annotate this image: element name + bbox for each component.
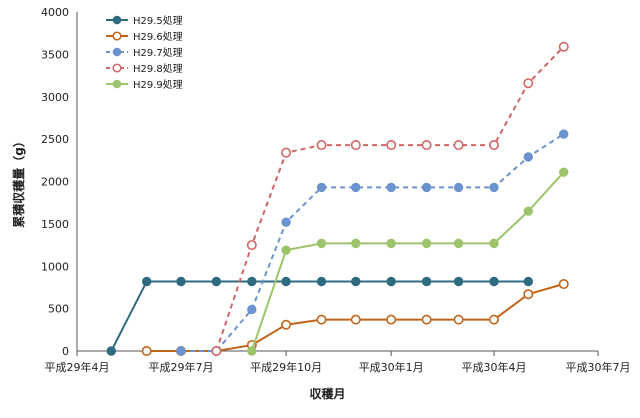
y-tick-label: 0 (62, 345, 69, 358)
data-point (106, 346, 116, 356)
data-point (421, 314, 432, 325)
data-point (247, 276, 257, 287)
data-point (350, 314, 361, 325)
data-point (211, 345, 222, 356)
data-point (246, 240, 257, 251)
data-point (316, 140, 327, 151)
y-tick-label: 1000 (41, 260, 69, 273)
data-point (281, 147, 292, 158)
data-point (176, 346, 186, 356)
legend-label: H29.6処理 (133, 30, 183, 43)
y-tick-label: 3500 (41, 48, 69, 61)
y-tick-label: 500 (48, 303, 69, 316)
data-point (523, 206, 534, 216)
data-point (421, 276, 432, 287)
legend-item: H29.9処理 (106, 78, 183, 91)
data-point (316, 182, 327, 193)
data-point (351, 182, 361, 193)
data-point (558, 279, 569, 290)
y-tick-label: 2000 (41, 176, 69, 189)
legend-label: H29.8処理 (133, 62, 183, 75)
data-point (281, 217, 291, 227)
data-point (523, 276, 534, 287)
x-tick-label: 平成29年7月 (148, 360, 213, 374)
data-point (386, 314, 397, 325)
data-point (453, 314, 464, 325)
data-point (558, 41, 569, 52)
legend-item: H29.5処理 (106, 14, 183, 27)
x-tick-label: 平成29年4月 (45, 360, 110, 374)
data-point (489, 140, 500, 151)
data-point (141, 276, 152, 287)
legend: H29.5処理 H29.6処理 H29.7処理 H29.8処理 H29.9処理 (106, 14, 183, 91)
series-4 (211, 41, 569, 356)
data-point (453, 182, 464, 193)
data-point (453, 140, 464, 151)
data-point (316, 238, 327, 249)
legend-label: H29.5処理 (133, 14, 183, 27)
data-point (281, 276, 291, 287)
data-point (351, 238, 361, 249)
series-line (250, 171, 565, 352)
data-point (316, 314, 327, 325)
data-point (386, 276, 396, 287)
data-point (523, 78, 534, 89)
data-point (559, 129, 569, 139)
data-point (489, 182, 499, 193)
data-point (421, 140, 432, 151)
y-axis-title: 累積収穫量（g） (11, 135, 26, 228)
data-point (489, 314, 500, 325)
data-point (453, 238, 464, 249)
legend-marker (112, 15, 122, 25)
data-point (421, 238, 432, 249)
y-tick-label: 3000 (41, 91, 69, 104)
x-axis-ticks: 平成29年4月 平成29年7月 平成29年10月 平成30年1月 平成30年4月 平成30… (45, 351, 631, 374)
x-tick-label: 平成29年10月 (250, 360, 322, 374)
data-point (386, 140, 397, 151)
legend-label: H29.7処理 (133, 46, 183, 59)
data-point (141, 345, 152, 356)
data-point (211, 276, 222, 287)
data-point (386, 238, 396, 249)
x-tick-label: 平成30年7月 (566, 360, 631, 374)
x-axis-title: 収穫月 (309, 386, 345, 401)
legend-marker (112, 31, 122, 41)
data-point (247, 346, 257, 356)
data-point (247, 304, 257, 315)
legend-label: H29.9処理 (133, 78, 183, 91)
legend-item: H29.6処理 (106, 30, 183, 43)
data-point (351, 276, 361, 287)
legend-item: H29.7処理 (106, 46, 183, 59)
data-point (281, 245, 291, 255)
data-point (523, 289, 534, 300)
legend-marker (112, 79, 122, 89)
x-tick-label: 平成30年4月 (462, 360, 527, 374)
y-tick-label: 1500 (41, 218, 69, 231)
legend-marker (112, 47, 122, 57)
y-axis-ticks: 0 500 1000 1500 2000 2500 3000 3500 4000 (41, 6, 69, 358)
series-2 (141, 279, 569, 356)
data-point (316, 276, 327, 287)
legend-item: H29.8処理 (106, 62, 183, 75)
legend-marker (112, 63, 122, 73)
data-point (453, 276, 464, 287)
y-tick-label: 4000 (41, 6, 69, 19)
data-point (176, 276, 186, 287)
data-point (386, 182, 396, 193)
data-point (489, 238, 499, 249)
series-5 (247, 167, 569, 356)
series-1 (106, 276, 534, 356)
data-point (281, 319, 292, 330)
y-tick-label: 2500 (41, 133, 69, 146)
data-point (489, 276, 499, 287)
data-point (523, 152, 534, 162)
series-layer (106, 41, 569, 356)
x-tick-label: 平成30年1月 (359, 360, 424, 374)
data-point (421, 182, 432, 193)
data-point (350, 140, 361, 151)
data-point (559, 167, 569, 177)
